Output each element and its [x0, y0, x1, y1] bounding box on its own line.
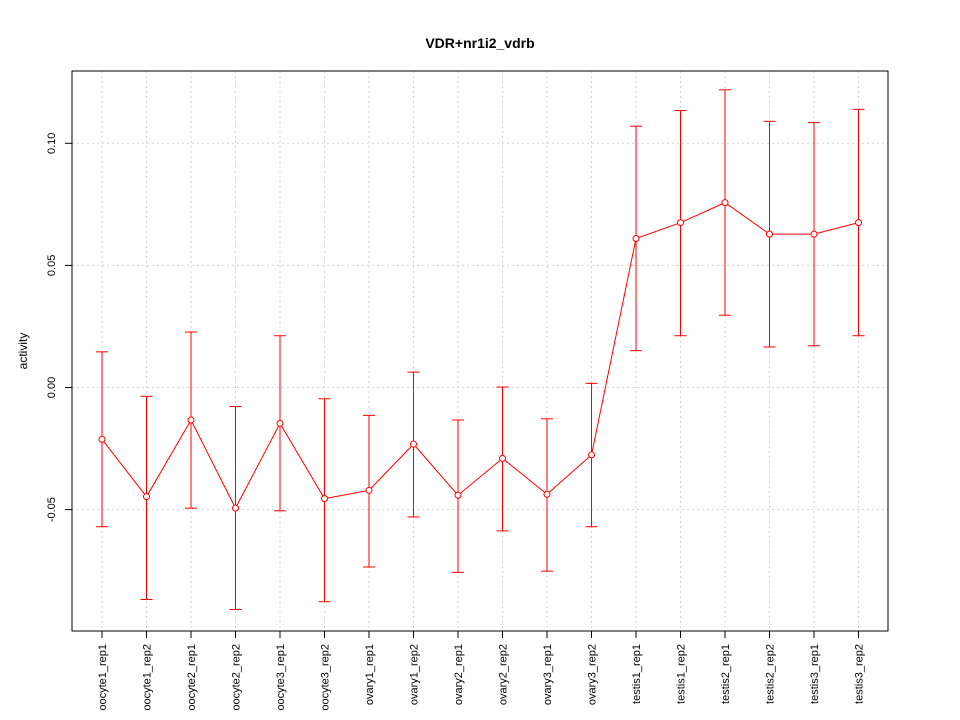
- data-point: [543, 490, 551, 498]
- data-point: [677, 219, 684, 227]
- x-tick-label: oocyte2_rep1: [186, 644, 198, 711]
- x-tick-label: testis2_rep1: [720, 644, 732, 704]
- data-point: [499, 454, 506, 462]
- x-axis: oocyte1_rep1 oocyte1_rep2 oocyte2_rep1 oocy…: [97, 631, 866, 711]
- x-tick-label: testis2_rep2: [765, 644, 777, 704]
- data-point: [143, 493, 150, 501]
- x-tick-label: ovary1_rep1: [364, 644, 376, 705]
- data-point: [855, 219, 862, 227]
- x-tick-label: ovary3_rep2: [587, 644, 599, 705]
- x-tick-label: oocyte3_rep2: [320, 644, 332, 711]
- data-point: [721, 199, 729, 207]
- y-tick-label: -0.05: [46, 497, 58, 522]
- x-tick-label: ovary1_rep2: [409, 644, 421, 705]
- data-point: [321, 495, 328, 503]
- y-tick-label: 0.05: [46, 255, 58, 276]
- x-tick-label: testis1_rep2: [676, 644, 688, 704]
- y-tick-label: 0.10: [46, 133, 58, 154]
- series-line: [101, 202, 859, 510]
- data-point: [98, 435, 106, 443]
- plot-frame: [71, 70, 889, 632]
- x-tick-label: testis3_rep2: [854, 644, 866, 704]
- x-tick-label: oocyte1_rep1: [97, 644, 109, 711]
- data-point: [276, 419, 284, 427]
- chart-title: VDR+nr1i2_vdrb: [425, 35, 534, 51]
- x-tick-label: testis3_rep1: [809, 644, 821, 704]
- y-axis-label: activity: [16, 333, 30, 370]
- data-point: [588, 451, 595, 459]
- x-tick-label: oocyte1_rep2: [142, 644, 154, 711]
- x-tick-label: ovary2_rep1: [453, 644, 465, 705]
- x-tick-label: testis1_rep1: [631, 644, 643, 704]
- data-point: [410, 440, 417, 448]
- y-tick-label: 0.00: [46, 377, 58, 398]
- data-point: [365, 486, 373, 494]
- data-point: [632, 235, 640, 243]
- data-point: [187, 416, 195, 424]
- data-point: [454, 491, 462, 499]
- x-tick-label: ovary2_rep2: [498, 644, 510, 705]
- x-tick-label: ovary3_rep1: [542, 644, 554, 705]
- data-point: [766, 230, 773, 238]
- grid: [72, 71, 888, 631]
- x-tick-label: oocyte2_rep2: [231, 644, 243, 711]
- x-tick-label: oocyte3_rep1: [275, 644, 287, 711]
- y-axis: -0.05 0.00 0.05 0.10: [46, 133, 72, 522]
- data-point: [232, 504, 239, 512]
- series-group: [96, 89, 865, 611]
- data-point: [810, 230, 818, 238]
